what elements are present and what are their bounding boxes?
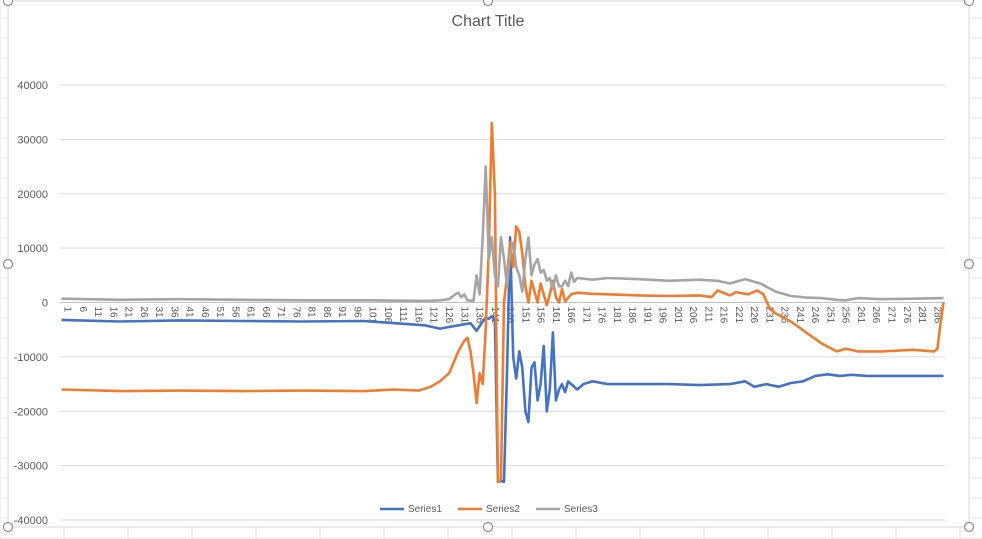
resize-handle[interactable]	[2, 0, 14, 7]
x-tick-label: 36	[168, 307, 179, 319]
x-tick-label: 271	[885, 307, 896, 324]
y-axis-tick-labels: 40000 30000 20000 10000 0 -10000 -20000 -30000 -…	[14, 80, 48, 527]
x-tick-label: 71	[275, 307, 286, 319]
series-line-series3[interactable]	[61, 165, 944, 303]
x-tick-label: 56	[229, 307, 240, 319]
x-tick-label: 156	[535, 307, 546, 324]
x-tick-label: 176	[596, 307, 607, 324]
x-tick-label: 221	[733, 307, 744, 324]
x-tick-label: 86	[321, 307, 332, 319]
x-tick-label: 191	[641, 307, 652, 324]
resize-handle[interactable]	[482, 521, 494, 533]
x-tick-label: 26	[138, 307, 149, 319]
x-tick-label: 141	[489, 307, 500, 324]
y-tick-label: 30000	[17, 134, 48, 146]
x-tick-label: 256	[840, 307, 851, 324]
x-tick-label: 226	[748, 307, 759, 324]
x-tick-label: 251	[824, 307, 835, 324]
y-tick-label: 40000	[17, 80, 48, 92]
x-tick-label: 276	[901, 307, 912, 324]
x-tick-label: 241	[794, 307, 805, 324]
x-tick-label: 171	[580, 307, 591, 324]
y-tick-label: -10000	[14, 352, 48, 364]
x-tick-label: 21	[123, 307, 134, 319]
x-tick-label: 236	[779, 307, 790, 324]
x-tick-label: 16	[107, 307, 118, 319]
x-tick-label: 91	[336, 307, 347, 319]
x-tick-label: 41	[184, 307, 195, 319]
x-tick-label: 211	[702, 307, 713, 323]
y-tick-label: 10000	[17, 243, 48, 255]
x-tick-label: 106	[382, 307, 393, 324]
resize-handle[interactable]	[963, 0, 975, 7]
x-tick-label: 51	[214, 307, 225, 319]
x-tick-label: 246	[809, 307, 820, 324]
x-tick-label: 266	[870, 307, 881, 324]
x-tick-label: 166	[565, 307, 576, 324]
series-line-series2[interactable]	[61, 121, 945, 484]
x-tick-label: 216	[718, 307, 729, 324]
resize-handle[interactable]	[2, 258, 14, 270]
x-tick-label: 61	[245, 307, 256, 319]
y-tick-label: 0	[42, 298, 48, 310]
x-tick-label: 261	[855, 307, 866, 324]
x-tick-label: 116	[412, 307, 423, 323]
x-tick-label: 181	[611, 307, 622, 324]
x-tick-label: 231	[763, 307, 774, 324]
legend-label: Series3	[564, 504, 598, 515]
chart-title[interactable]: Chart Title	[452, 13, 525, 30]
selection-handles[interactable]	[2, 0, 975, 533]
x-tick-label: 111	[397, 307, 408, 323]
x-tick-label: 66	[260, 307, 271, 319]
x-tick-label: 136	[474, 307, 485, 324]
x-tick-label: 81	[306, 307, 317, 319]
x-tick-label: 1	[62, 307, 73, 313]
x-tick-label: 101	[367, 307, 378, 324]
x-tick-label: 76	[290, 307, 301, 319]
x-tick-label: 6	[77, 307, 88, 313]
series-group	[61, 121, 945, 484]
x-tick-label: 131	[458, 307, 469, 324]
x-tick-label: 46	[199, 307, 210, 319]
x-tick-label: 281	[916, 307, 927, 324]
x-tick-label: 196	[657, 307, 668, 324]
resize-handle[interactable]	[963, 521, 975, 533]
resize-handle[interactable]	[482, 0, 494, 7]
x-tick-label: 151	[519, 307, 530, 324]
x-tick-label: 96	[351, 307, 362, 319]
y-tick-label: 20000	[17, 189, 48, 201]
y-tick-label: -40000	[14, 515, 48, 527]
x-tick-label: 286	[931, 307, 942, 324]
x-tick-label: 11	[92, 307, 103, 318]
x-tick-label: 126	[443, 307, 454, 324]
x-tick-label: 121	[428, 307, 439, 324]
legend[interactable]: Series1 Series2 Series3	[380, 504, 598, 515]
x-tick-label: 31	[153, 307, 164, 319]
x-tick-label: 201	[672, 307, 683, 324]
y-tick-label: -20000	[14, 406, 48, 418]
x-tick-label: 206	[687, 307, 698, 324]
x-tick-label: 161	[550, 307, 561, 324]
legend-label: Series2	[486, 504, 520, 515]
legend-label: Series1	[408, 504, 442, 515]
series-line-series1[interactable]	[61, 236, 944, 484]
resize-handle[interactable]	[963, 258, 975, 270]
y-tick-label: -30000	[14, 461, 48, 473]
x-tick-label: 186	[626, 307, 637, 324]
resize-handle[interactable]	[2, 521, 14, 533]
